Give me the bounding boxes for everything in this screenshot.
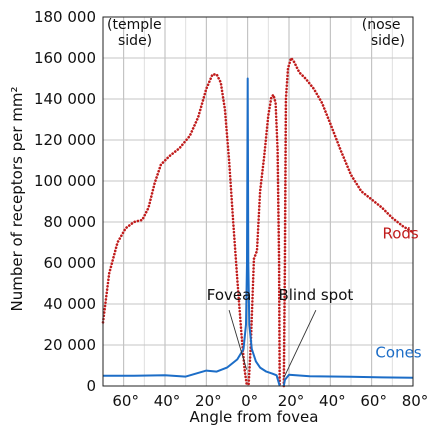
rods-series-label: Rods bbox=[382, 224, 418, 242]
fovea-pointer bbox=[228, 310, 248, 370]
nose-side-line-2: side) bbox=[371, 33, 405, 49]
rods-curve bbox=[247, 93, 281, 388]
grid bbox=[102, 16, 414, 387]
blind-spot-pointer bbox=[283, 309, 317, 378]
x-tick-label: 20° bbox=[278, 392, 305, 410]
data-layer bbox=[101, 56, 415, 388]
rods-curve bbox=[101, 73, 248, 386]
x-tick-label: 80° bbox=[402, 392, 427, 410]
plot-frame bbox=[102, 16, 414, 387]
cones-curve bbox=[103, 77, 281, 387]
nose-side-label: (nose side) bbox=[362, 17, 405, 49]
y-tick-labels: 0 20 000 40 000 60 000 80 000 100 000 120 000 1… bbox=[34, 8, 96, 395]
x-axis-title: Angle from fovea bbox=[190, 408, 319, 426]
temple-side-label: (temple side) bbox=[107, 17, 166, 49]
y-tick-label: 20 000 bbox=[44, 336, 97, 354]
nose-side-line-1: (nose bbox=[362, 17, 401, 33]
x-tick-label: 40° bbox=[154, 392, 181, 410]
x-tick-label: 20° bbox=[195, 392, 222, 410]
x-tick-labels: 60° 40° 20° 0° 20° 40° 60° 80° bbox=[112, 392, 427, 410]
x-tick-label: 0° bbox=[241, 392, 258, 410]
y-tick-label: 40 000 bbox=[44, 295, 97, 313]
y-tick-label: 180 000 bbox=[34, 8, 96, 26]
y-tick-label: 0 bbox=[86, 377, 96, 395]
rods-curve bbox=[282, 56, 415, 388]
series-labels: Rods Cones bbox=[375, 224, 421, 361]
cones-curve bbox=[282, 373, 414, 387]
y-tick-label: 120 000 bbox=[34, 131, 96, 149]
y-tick-label: 60 000 bbox=[44, 254, 97, 272]
plot-border bbox=[102, 16, 414, 387]
cones-series-label: Cones bbox=[375, 343, 421, 361]
y-tick-label: 100 000 bbox=[34, 172, 96, 190]
x-tick-label: 60° bbox=[112, 392, 139, 410]
annotations: Fovea Blind spot bbox=[207, 286, 353, 378]
x-tick-label: 60° bbox=[360, 392, 387, 410]
fovea-label: Fovea bbox=[207, 286, 252, 304]
y-tick-label: 140 000 bbox=[34, 90, 96, 108]
temple-side-line-2: side) bbox=[118, 33, 152, 49]
x-tick-label: 40° bbox=[319, 392, 346, 410]
y-tick-label: 80 000 bbox=[44, 213, 97, 231]
y-axis-title: Number of receptors per mm² bbox=[8, 86, 26, 311]
temple-side-line-1: (temple bbox=[107, 17, 162, 33]
y-tick-label: 160 000 bbox=[34, 49, 96, 67]
blind-spot-label: Blind spot bbox=[278, 286, 353, 304]
